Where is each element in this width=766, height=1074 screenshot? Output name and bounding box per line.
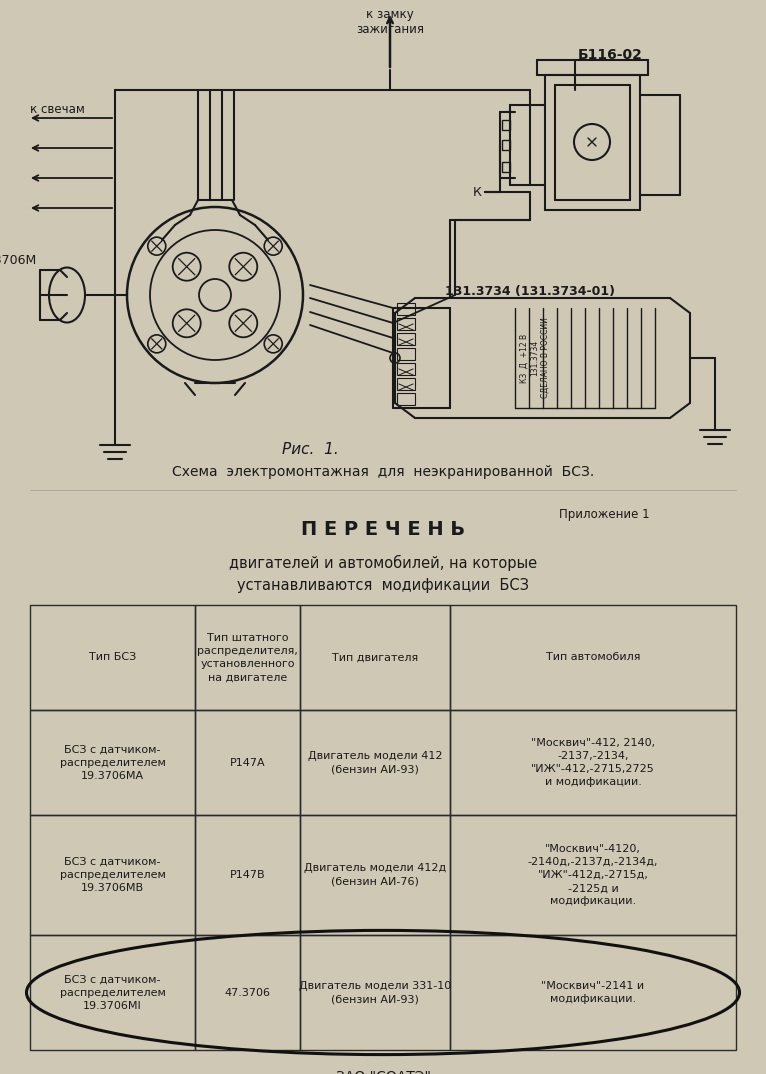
- Bar: [397, 363, 415, 375]
- Bar: [397, 318, 415, 330]
- Bar: [300, 710, 450, 815]
- Bar: [397, 378, 415, 390]
- Bar: [195, 710, 300, 815]
- Bar: [300, 935, 450, 1050]
- Bar: [30, 935, 195, 1050]
- Text: Тип БСЗ: Тип БСЗ: [89, 653, 136, 663]
- Text: БСЗ с датчиком-
распределителем
19.3706МI: БСЗ с датчиком- распределителем 19.3706М…: [60, 974, 165, 1011]
- Bar: [300, 815, 450, 935]
- Bar: [450, 935, 736, 1050]
- Text: "Москвич"-412, 2140,
-2137,-2134,
"ИЖ"-412,-2715,2725
и модификации.: "Москвич"-412, 2140, -2137,-2134, "ИЖ"-4…: [531, 738, 655, 787]
- Text: БСЗ с датчиком-
распределителем
19.3706МВ: БСЗ с датчиком- распределителем 19.3706М…: [60, 857, 165, 894]
- Text: Приложение 1: Приложение 1: [559, 508, 650, 521]
- Text: Р147А: Р147А: [230, 757, 265, 768]
- Bar: [30, 815, 195, 935]
- Text: 131.3734 (131.3734-01): 131.3734 (131.3734-01): [445, 285, 615, 297]
- Text: 19.3706М: 19.3706М: [0, 253, 37, 266]
- Text: устанавливаются  модификации  БСЗ: устанавливаются модификации БСЗ: [237, 578, 529, 593]
- Bar: [450, 710, 736, 815]
- Bar: [450, 605, 736, 710]
- Bar: [30, 710, 195, 815]
- Bar: [300, 605, 450, 710]
- Bar: [397, 348, 415, 360]
- Text: Б116-02: Б116-02: [578, 48, 643, 62]
- Text: П Е Р Е Ч Е Н Ь: П Е Р Е Ч Е Н Ь: [301, 520, 465, 539]
- Text: двигателей и автомобилей, на которые: двигателей и автомобилей, на которые: [229, 555, 537, 571]
- Bar: [195, 605, 300, 710]
- Text: КЗ  Д  +12 В
131.3734
СДЕЛАНО В РОССИИ: КЗ Д +12 В 131.3734 СДЕЛАНО В РОССИИ: [520, 318, 550, 398]
- Text: БСЗ с датчиком-
распределителем
19.3706МА: БСЗ с датчиком- распределителем 19.3706М…: [60, 744, 165, 781]
- Text: Тип двигателя: Тип двигателя: [332, 653, 418, 663]
- Bar: [195, 815, 300, 935]
- Bar: [195, 935, 300, 1050]
- Text: Двигатель модели 412д
(бензин АИ-76): Двигатель модели 412д (бензин АИ-76): [304, 863, 446, 887]
- Text: Тип автомобиля: Тип автомобиля: [545, 653, 640, 663]
- Bar: [397, 393, 415, 405]
- Bar: [30, 605, 195, 710]
- Text: "Москвич"-4120,
-2140д,-2137д,-2134д,
"ИЖ"-412д,-2715д,
-2125д и
модификации.: "Москвич"-4120, -2140д,-2137д,-2134д, "И…: [528, 843, 658, 906]
- Text: Р147В: Р147В: [230, 870, 265, 880]
- Text: Схема  электромонтажная  для  неэкранированной  БСЗ.: Схема электромонтажная для неэкранирован…: [172, 465, 594, 479]
- Bar: [397, 303, 415, 315]
- Text: к свечам: к свечам: [30, 103, 85, 116]
- Bar: [397, 333, 415, 345]
- Text: К: К: [473, 186, 482, 199]
- Text: 47.3706: 47.3706: [224, 987, 270, 998]
- Text: Двигатель модели 331-10
(бензин АИ-93): Двигатель модели 331-10 (бензин АИ-93): [299, 981, 451, 1004]
- Text: к замку
зажигания: к замку зажигания: [356, 8, 424, 37]
- Text: Рис.  1.: Рис. 1.: [282, 442, 339, 458]
- Bar: [502, 140, 510, 150]
- Text: Двигатель модели 412
(бензин АИ-93): Двигатель модели 412 (бензин АИ-93): [308, 751, 442, 774]
- Text: Тип штатного
распределителя,
установленного
на двигателе: Тип штатного распределителя, установленн…: [197, 633, 298, 682]
- Bar: [502, 120, 510, 130]
- Bar: [450, 815, 736, 935]
- Bar: [502, 162, 510, 172]
- Text: "Москвич"-2141 и
модификации.: "Москвич"-2141 и модификации.: [542, 981, 644, 1004]
- Text: ЗАО "СОАТЭ": ЗАО "СОАТЭ": [336, 1070, 430, 1074]
